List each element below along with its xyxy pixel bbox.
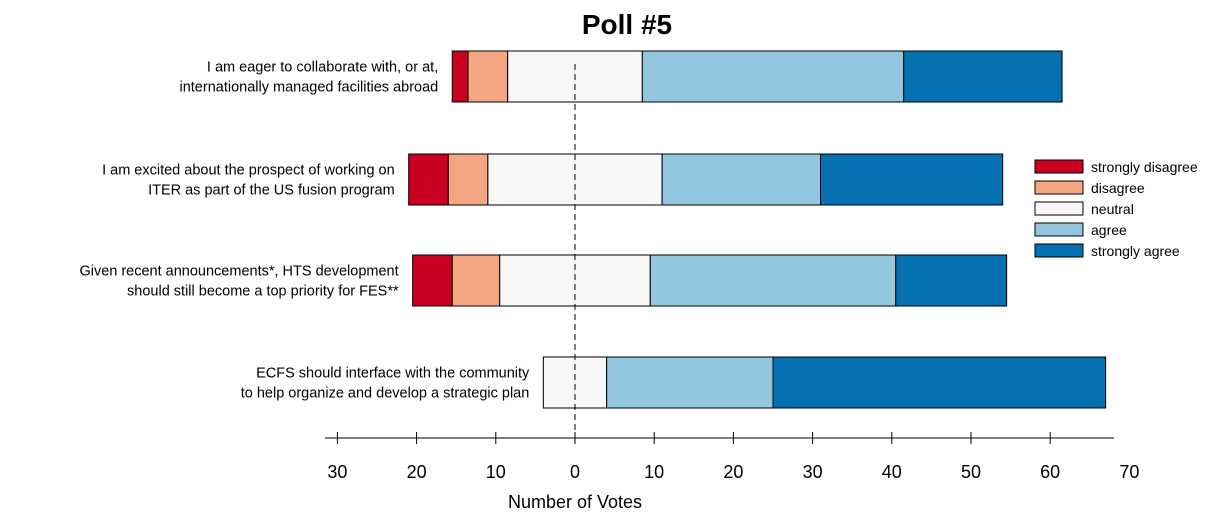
bar-segment-strongly-agree [895, 254, 1008, 307]
legend-swatch-neutral [1034, 201, 1084, 216]
x-tick-label: 40 [882, 462, 902, 482]
question-label: ECFS should interface with the community… [241, 366, 530, 402]
bar-segment-agree [641, 50, 905, 103]
question-label: Given recent announcements*, HTS develop… [79, 264, 399, 300]
legend-label: agree [1091, 222, 1127, 238]
bar-segment-agree [661, 153, 822, 206]
question-label: I am excited about the prospect of worki… [102, 163, 395, 199]
bar-segment-strongly-disagree [408, 153, 449, 206]
chart-title: Poll #5 [582, 9, 672, 40]
bar-segment-strongly-agree [820, 153, 1004, 206]
legend-swatch-strongly-disagree [1034, 159, 1084, 174]
bar-segment-disagree [467, 50, 509, 103]
legend: strongly disagree disagree neutral agree str… [1034, 159, 1198, 259]
legend-swatch-strongly-agree [1034, 243, 1084, 258]
bars-group [408, 50, 1107, 409]
x-tick-label: 30 [803, 462, 823, 482]
legend-swatch-disagree [1034, 180, 1084, 195]
x-tick-label: 10 [486, 462, 506, 482]
x-tick-label: 20 [723, 462, 743, 482]
legend-label: strongly disagree [1091, 159, 1198, 175]
bar-segment-strongly-agree [772, 356, 1107, 409]
x-tick-label: 60 [1040, 462, 1060, 482]
x-tick-label: 0 [570, 462, 580, 482]
question-label: I am eager to collaborate with, or at, in… [179, 60, 438, 96]
legend-label: disagree [1091, 180, 1145, 196]
legend-label: strongly agree [1091, 243, 1180, 259]
x-tick-label: 10 [644, 462, 664, 482]
bar-segment-strongly-disagree [451, 50, 469, 103]
question-labels: I am eager to collaborate with, or at, in… [79, 60, 530, 402]
x-tick-label: 70 [1119, 462, 1139, 482]
bar-segment-strongly-agree [903, 50, 1063, 103]
x-tick-label: 50 [961, 462, 981, 482]
bar-segment-disagree [451, 254, 501, 307]
x-axis-label: Number of Votes [508, 492, 642, 512]
legend-swatch-agree [1034, 222, 1084, 237]
x-tick-label: 20 [407, 462, 427, 482]
bar-segment-strongly-disagree [412, 254, 453, 307]
bar-segment-disagree [447, 153, 489, 206]
x-axis: 30 20 10 0 10 20 30 40 50 60 70 [325, 432, 1139, 482]
x-tick-label: 30 [327, 462, 347, 482]
bar-segment-agree [606, 356, 774, 409]
bar-segment-agree [649, 254, 897, 307]
legend-label: neutral [1091, 201, 1134, 217]
